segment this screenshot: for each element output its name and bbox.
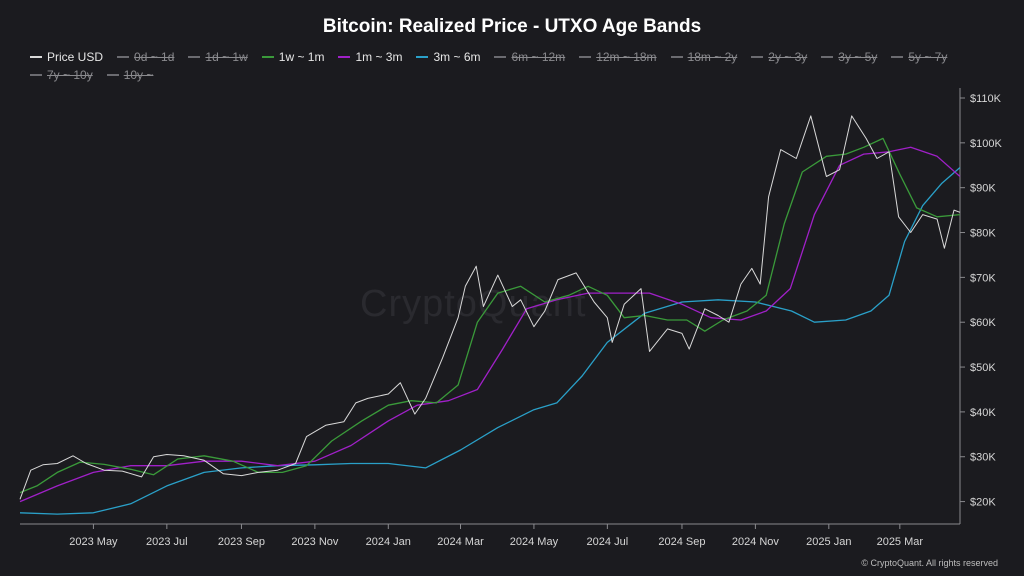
x-tick-label: 2023 Jul <box>146 536 188 548</box>
legend-item[interactable]: 3m ~ 6m <box>416 49 480 65</box>
legend-item[interactable]: 1w ~ 1m <box>261 49 325 65</box>
credit-text: © CryptoQuant. All rights reserved <box>861 558 998 568</box>
legend-label: 5y ~ 7y <box>908 50 948 64</box>
legend-item[interactable]: Price USD <box>30 49 103 65</box>
legend-swatch <box>30 74 42 76</box>
legend-item[interactable]: 0d ~ 1d <box>117 49 174 65</box>
legend-swatch <box>416 56 429 58</box>
x-tick-label: 2024 Sep <box>658 536 705 548</box>
legend-swatch <box>891 56 904 58</box>
y-tick-label: $110K <box>970 93 1002 105</box>
legend-label: 3m ~ 6m <box>433 50 481 64</box>
legend-label: 12m ~ 18m <box>596 50 657 64</box>
legend-swatch <box>30 56 42 58</box>
legend-label: 1w ~ 1m <box>278 50 325 64</box>
legend-item[interactable]: 18m ~ 2y <box>670 49 738 65</box>
legend-item[interactable]: 2y ~ 3y <box>751 49 807 65</box>
legend-swatch <box>821 56 834 58</box>
legend-swatch <box>494 56 507 58</box>
x-tick-label: 2024 Nov <box>732 536 780 548</box>
y-tick-label: $90K <box>970 183 996 195</box>
chart-title: Bitcoin: Realized Price - UTXO Age Bands <box>322 16 702 37</box>
x-tick-label: 2025 Mar <box>877 536 924 548</box>
legend-swatch <box>670 56 683 58</box>
x-tick-label: 2024 Mar <box>437 536 484 548</box>
x-tick-label: 2024 Jan <box>366 536 411 548</box>
y-tick-label: $60K <box>970 317 996 329</box>
x-tick-label: 2024 Jul <box>587 536 629 548</box>
legend-label: 1m ~ 3m <box>355 50 403 64</box>
legend-item[interactable]: 10y ~ <box>106 67 154 83</box>
legend-swatch <box>106 74 119 76</box>
legend-item[interactable]: 6m ~ 12m <box>494 49 565 65</box>
legend-item[interactable]: 1d ~ 1w <box>188 49 248 65</box>
y-tick-label: $80K <box>970 228 996 240</box>
x-tick-label: 2024 May <box>510 536 559 548</box>
legend-swatch <box>579 56 592 58</box>
legend-label: Price USD <box>47 50 104 64</box>
y-tick-label: $30K <box>970 452 996 464</box>
legend-item[interactable]: 5y ~ 7y <box>891 49 947 65</box>
y-tick-label: $20K <box>970 497 996 509</box>
legend-item[interactable]: 7y ~ 10y <box>30 67 93 83</box>
legend-label: 1d ~ 1w <box>205 50 248 64</box>
legend-label: 0d ~ 1d <box>134 50 175 64</box>
series-line-1m-3m <box>19 146 961 503</box>
legend-item[interactable]: 3y ~ 5y <box>821 49 877 65</box>
y-tick-label: $40K <box>970 407 996 419</box>
y-tick-label: $70K <box>970 272 996 284</box>
legend-label: 10y ~ <box>123 68 154 82</box>
series-line-price-usd <box>19 115 961 500</box>
legend-label: 2y ~ 3y <box>768 50 808 64</box>
series-line-1w-1m <box>19 137 961 494</box>
x-tick-label: 2023 Sep <box>218 536 265 548</box>
x-tick-label: 2023 Nov <box>291 536 339 548</box>
legend-label: 7y ~ 10y <box>47 68 93 82</box>
legend-label: 3y ~ 5y <box>838 50 878 64</box>
axis-lines <box>20 88 961 525</box>
legend-swatch <box>261 56 274 58</box>
chart-legend: Price USD 0d ~ 1d 1d ~ 1w 1w ~ 1m 1m ~ 3m 3m … <box>30 49 1010 83</box>
legend-item[interactable]: 1m ~ 3m <box>338 49 402 65</box>
legend-label: 6m ~ 12m <box>511 50 566 64</box>
legend-swatch <box>117 56 130 58</box>
legend-swatch <box>751 56 764 58</box>
x-tick-label: 2023 May <box>69 536 118 548</box>
legend-swatch <box>188 56 201 58</box>
legend-item[interactable]: 12m ~ 18m <box>579 49 657 65</box>
y-tick-label: $100K <box>970 138 1002 150</box>
x-tick-label: 2025 Jan <box>806 536 851 548</box>
legend-label: 18m ~ 2y <box>687 50 738 64</box>
legend-swatch <box>338 56 351 58</box>
series-line-3m-6m <box>19 167 961 515</box>
y-tick-label: $50K <box>970 362 996 374</box>
